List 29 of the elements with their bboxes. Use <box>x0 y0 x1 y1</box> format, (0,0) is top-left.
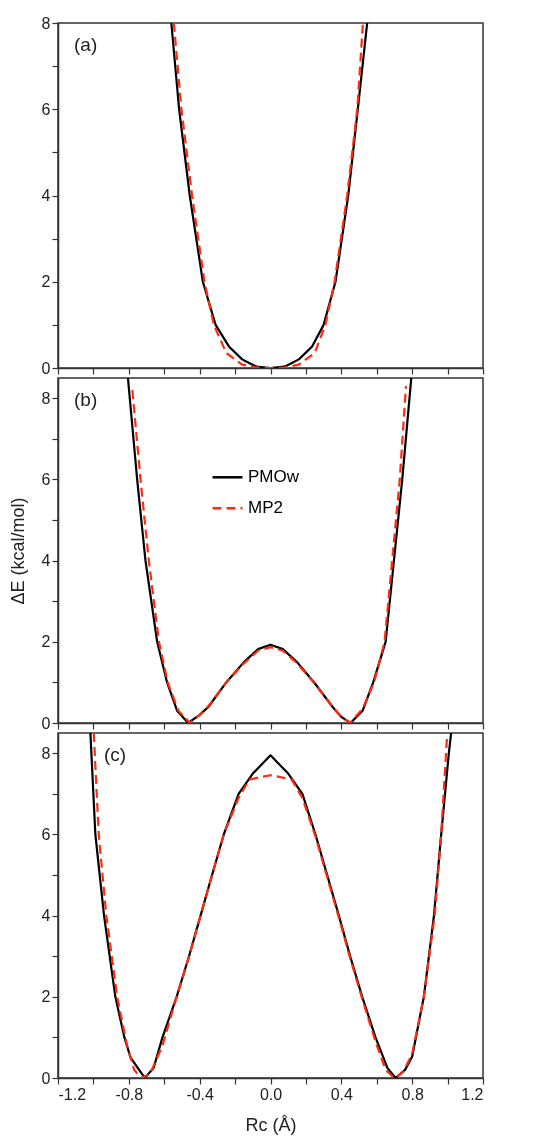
y-tick-label: 4 <box>41 187 51 204</box>
annotation: (a) <box>74 34 98 55</box>
x-tick-label: 0.8 <box>401 1085 424 1103</box>
y-tick-label: 2 <box>41 273 51 291</box>
legend-label: MP2 <box>248 498 283 518</box>
x-tick-label: 0.4 <box>330 1085 354 1103</box>
y-tick-label: 2 <box>41 988 51 1006</box>
y-tick-label: 0 <box>41 714 51 732</box>
y-tick-label: 6 <box>41 100 51 118</box>
y-tick-label: 4 <box>41 552 51 570</box>
y-tick-label: 6 <box>41 470 51 488</box>
y-tick-label: 8 <box>41 14 51 32</box>
y-tick-label: 4 <box>41 907 51 925</box>
x-tick-label: 1.2 <box>461 1085 484 1103</box>
x-tick-label: -0.8 <box>115 1085 144 1103</box>
x-tick-label: -0.4 <box>186 1085 215 1103</box>
y-tick-label: 6 <box>41 825 51 843</box>
y-axis-title: ΔE (kcal/mol) <box>7 497 28 605</box>
y-tick-label: 0 <box>41 359 51 377</box>
y-tick-label: 2 <box>41 633 51 651</box>
y-tick-label: 0 <box>41 1069 51 1087</box>
x-axis-title: Rc (Å) <box>245 1114 297 1135</box>
y-tick-label: 8 <box>41 389 51 407</box>
annotation: (c) <box>104 744 127 765</box>
y-tick-label: 8 <box>41 744 51 762</box>
legend-label: PMOw <box>248 467 300 487</box>
annotation: (b) <box>74 389 98 410</box>
x-tick-label: 0.0 <box>259 1085 283 1103</box>
x-tick-label: -1.2 <box>58 1085 87 1103</box>
